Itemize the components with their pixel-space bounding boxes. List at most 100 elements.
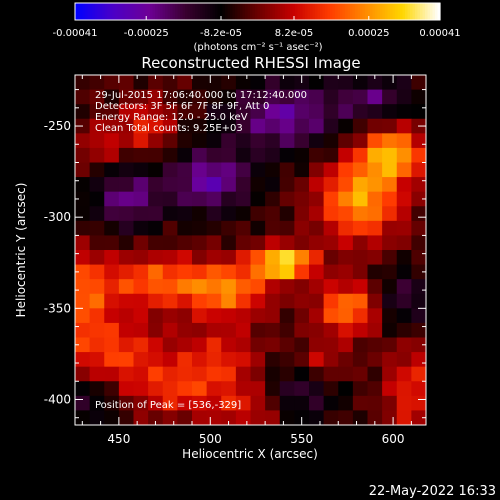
heatmap-cell <box>352 410 368 426</box>
heatmap-cell <box>221 177 237 193</box>
heatmap-cell <box>279 177 295 193</box>
heatmap-cell <box>89 162 105 178</box>
colorbar-cell <box>207 3 211 20</box>
colorbar-cell <box>292 3 296 20</box>
heatmap-cell <box>133 89 149 105</box>
heatmap-cell <box>162 264 178 280</box>
heatmap-cell <box>309 206 325 222</box>
heatmap-cell <box>396 75 412 90</box>
colorbar-cell <box>307 3 311 20</box>
heatmap-cell <box>206 220 222 236</box>
heatmap-cell <box>352 308 368 324</box>
heatmap-cell <box>338 89 354 105</box>
heatmap-cell <box>309 366 325 382</box>
heatmap-cell <box>118 250 134 265</box>
colorbar-cell <box>362 3 366 20</box>
heatmap-cell <box>294 337 310 353</box>
heatmap-cell <box>206 395 222 411</box>
heatmap-cell <box>396 104 412 120</box>
heatmap-cell <box>411 75 427 90</box>
colorbar-cell <box>387 3 391 20</box>
heatmap-cell <box>162 293 178 309</box>
heatmap-cell <box>162 395 178 411</box>
heatmap-cell <box>279 118 295 134</box>
heatmap-cell <box>396 381 412 397</box>
y-axis-label: Heliocentric Y (arcsec) <box>14 183 28 318</box>
heatmap-cell <box>148 118 164 134</box>
heatmap-cell <box>162 410 178 426</box>
colorbar-cell <box>240 3 244 20</box>
colorbar-cell <box>125 3 129 20</box>
heatmap-cell <box>221 104 237 120</box>
heatmap-cell <box>323 250 339 265</box>
colorbar-cell <box>315 3 319 20</box>
heatmap-cell <box>382 410 398 426</box>
heatmap-cell <box>279 147 295 163</box>
heatmap-cell <box>148 381 164 397</box>
heatmap-cell <box>279 395 295 411</box>
colorbar-cell <box>372 3 376 20</box>
heatmap-cell <box>265 395 281 411</box>
colorbar-cell <box>312 3 316 20</box>
heatmap-cell <box>338 162 354 178</box>
heatmap-cell <box>309 279 325 295</box>
heatmap-cell <box>192 206 208 222</box>
heatmap-cell <box>89 104 105 120</box>
heatmap-cell <box>206 337 222 353</box>
colorbar-cell <box>217 3 221 20</box>
heatmap-cell <box>148 89 164 105</box>
colorbar-cell <box>235 3 239 20</box>
heatmap-cell <box>279 206 295 222</box>
heatmap-cell <box>338 220 354 236</box>
heatmap-cell <box>250 162 266 178</box>
heatmap-cell <box>104 293 120 309</box>
heatmap-cell <box>162 381 178 397</box>
heatmap-cell <box>338 133 354 149</box>
colorbar-cell <box>432 3 436 20</box>
heatmap-cell <box>206 322 222 338</box>
colorbar-cell <box>370 3 374 20</box>
heatmap-cell <box>309 352 325 368</box>
heatmap-cell <box>309 337 325 353</box>
heatmap-cell <box>411 206 427 222</box>
heatmap-cell <box>352 337 368 353</box>
colorbar-cell <box>405 3 409 20</box>
heatmap-cell <box>250 279 266 295</box>
colorbar-cell <box>227 3 231 20</box>
heatmap-cell <box>396 118 412 134</box>
colorbar-tick-label: -0.00025 <box>124 28 169 39</box>
heatmap-cell <box>162 366 178 382</box>
x-tick-label: 500 <box>199 432 222 446</box>
heatmap-cell <box>177 293 193 309</box>
heatmap-cell <box>118 75 134 90</box>
colorbar-cell <box>350 3 354 20</box>
colorbar-cell <box>212 3 216 20</box>
heatmap-cell <box>338 75 354 90</box>
heatmap-cell <box>192 264 208 280</box>
heatmap-cell <box>148 308 164 324</box>
colorbar-cell <box>252 3 256 20</box>
heatmap-cell <box>118 279 134 295</box>
colorbar-cell <box>355 3 359 20</box>
heatmap-cell <box>75 395 91 411</box>
colorbar-cell <box>145 3 149 20</box>
heatmap-cell <box>279 162 295 178</box>
heatmap-cell <box>177 191 193 207</box>
heatmap-cell <box>294 381 310 397</box>
heatmap-cell <box>89 206 105 222</box>
colorbar-cell <box>320 3 324 20</box>
heatmap-cell <box>294 293 310 309</box>
heatmap-cell <box>294 352 310 368</box>
heatmap-cell <box>104 395 120 411</box>
heatmap-cell <box>235 206 251 222</box>
colorbar-cell <box>147 3 151 20</box>
heatmap-cell <box>382 395 398 411</box>
colorbar-cell <box>222 3 226 20</box>
heatmap-cell <box>352 162 368 178</box>
heatmap-cell <box>250 75 266 90</box>
heatmap-cell <box>338 352 354 368</box>
heatmap-cell <box>352 104 368 120</box>
colorbar-cell <box>297 3 301 20</box>
heatmap-cell <box>338 147 354 163</box>
heatmap-cell <box>235 220 251 236</box>
